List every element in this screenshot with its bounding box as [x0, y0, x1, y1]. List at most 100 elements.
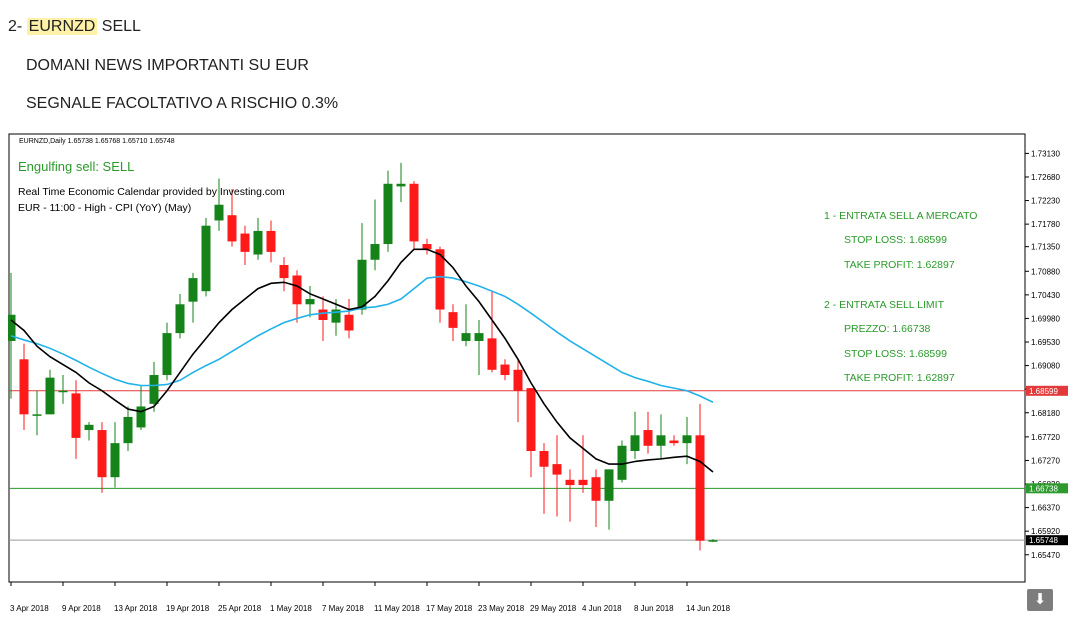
candle-body: [58, 390, 68, 393]
y-tick-label: 1.65920: [1031, 527, 1060, 536]
candle-body: [539, 451, 549, 467]
y-tick-label: 1.70880: [1031, 267, 1060, 276]
candlestick-chart[interactable]: 1.73130 1.72680 1.72230 1.71780 1.71350 1.708…: [6, 133, 1069, 613]
candle-body: [279, 264, 289, 279]
candle-body: [253, 230, 263, 255]
candle-body: [136, 406, 146, 428]
candle-body: [617, 445, 627, 480]
candle-body: [695, 435, 705, 541]
y-tick-label: 1.69980: [1031, 314, 1060, 323]
scroll-to-end-button[interactable]: ⬇: [1027, 589, 1053, 611]
x-tick-label: 11 May 2018: [374, 604, 420, 613]
signal-label: Engulfing sell: SELL: [18, 159, 134, 174]
candle-body: [331, 309, 341, 323]
y-tick-label: 1.68180: [1031, 409, 1060, 418]
stop-price-label: 1.68599: [1029, 387, 1058, 396]
post-title: 2- EURNZD SELL: [8, 18, 141, 36]
candle-body: [123, 416, 133, 444]
trade-annotation: TAKE PROFIT: 1.62897: [844, 259, 955, 271]
x-tick-label: 7 May 2018: [322, 604, 364, 613]
news-notice: DOMANI NEWS IMPORTANTI SU EUR: [26, 57, 309, 74]
symbol-header: EURNZD,Daily 1.65738 1.65768 1.65710 1.6…: [19, 138, 175, 145]
entry-price-label: 1.66738: [1029, 484, 1058, 493]
y-tick-label: 1.69080: [1031, 362, 1060, 371]
candle-body: [175, 304, 185, 334]
candle-body: [630, 435, 640, 452]
x-tick-label: 13 Apr 2018: [114, 604, 158, 613]
candle-body: [110, 443, 120, 478]
y-tick-label: 1.71780: [1031, 220, 1060, 229]
candle-body: [409, 183, 419, 242]
candle-body: [526, 388, 536, 452]
x-tick-label: 19 Apr 2018: [166, 604, 210, 613]
calendar-line-1: Real Time Economic Calendar provided by …: [18, 186, 285, 198]
moving-average-slow: [10, 275, 714, 403]
candle-body: [32, 414, 42, 416]
trade-annotation: STOP LOSS: 1.68599: [844, 348, 947, 360]
current-price-label: 1.65748: [1029, 536, 1058, 545]
candle-body: [6, 314, 16, 341]
x-tick-label: 3 Apr 2018: [10, 604, 49, 613]
y-tick-label: 1.73130: [1031, 149, 1060, 158]
trade-annotation: 2 - ENTRATA SELL LIMIT: [824, 299, 945, 311]
candle-body: [344, 314, 354, 331]
arrow-down-icon: ⬇: [1033, 591, 1047, 608]
candle-body: [513, 369, 523, 391]
entry-price-tag: [1026, 483, 1068, 494]
candle-body: [643, 430, 653, 446]
candle-body: [19, 359, 29, 415]
chart-panel[interactable]: 1.73130 1.72680 1.72230 1.71780 1.71350 1.708…: [6, 133, 1069, 613]
y-tick-label: 1.70430: [1031, 291, 1060, 300]
candle-body: [201, 225, 211, 292]
y-tick-label: 1.67270: [1031, 456, 1060, 465]
x-tick-label: 1 May 2018: [270, 604, 312, 613]
y-tick-label: 1.71350: [1031, 243, 1060, 252]
post-title-prefix: 2-: [8, 18, 27, 35]
candle-body: [669, 440, 679, 444]
candle-body: [578, 479, 588, 486]
candle-body: [487, 338, 497, 370]
calendar-line-2: EUR - 11:00 - High - CPI (YoY) (May): [18, 202, 191, 214]
candle-body: [474, 333, 484, 341]
candle-body: [45, 377, 55, 415]
candle-body: [292, 275, 302, 305]
candle-body: [149, 375, 159, 404]
candle-body: [97, 430, 107, 478]
candle-body: [266, 230, 276, 252]
x-tick-label: 17 May 2018: [426, 604, 473, 613]
candle-body: [357, 259, 367, 310]
candle-body: [240, 233, 250, 252]
candle-body: [305, 299, 315, 305]
y-tick-label: 1.72230: [1031, 197, 1060, 206]
candle-body: [227, 215, 237, 242]
y-tick-label: 1.69530: [1031, 338, 1060, 347]
candle-body: [370, 244, 380, 260]
x-tick-label: 23 May 2018: [478, 604, 525, 613]
x-tick-label: 4 Jun 2018: [582, 604, 622, 613]
candle-body: [461, 333, 471, 341]
candle-body: [448, 312, 458, 328]
x-tick-label: 14 Jun 2018: [686, 604, 731, 613]
symbol-highlight: EURNZD: [26, 18, 98, 35]
trade-annotation: TAKE PROFIT: 1.62897: [844, 372, 955, 384]
candle-body: [591, 477, 601, 501]
stop-price-tag: [1026, 385, 1068, 396]
current-price-tag: [1026, 535, 1068, 546]
candle-body: [435, 249, 445, 310]
x-tick-label: 29 May 2018: [530, 604, 577, 613]
candle-body: [318, 309, 328, 321]
candle-body: [682, 435, 692, 444]
candle-body: [188, 278, 198, 302]
post-title-suffix: SELL: [97, 18, 141, 35]
moving-average-fast: [10, 248, 714, 473]
trade-annotation: STOP LOSS: 1.68599: [844, 234, 947, 246]
risk-notice: SEGNALE FACOLTATIVO A RISCHIO 0.3%: [26, 95, 339, 112]
candle-body: [162, 333, 172, 376]
candle-body: [396, 183, 406, 187]
candle-body: [422, 244, 432, 250]
y-tick-label: 1.65470: [1031, 551, 1060, 560]
x-tick-label: 8 Jun 2018: [634, 604, 674, 613]
trade-annotation: 1 - ENTRATA SELL A MERCATO: [824, 210, 977, 222]
y-tick-label: 1.72680: [1031, 173, 1060, 182]
candle-body: [604, 469, 614, 501]
